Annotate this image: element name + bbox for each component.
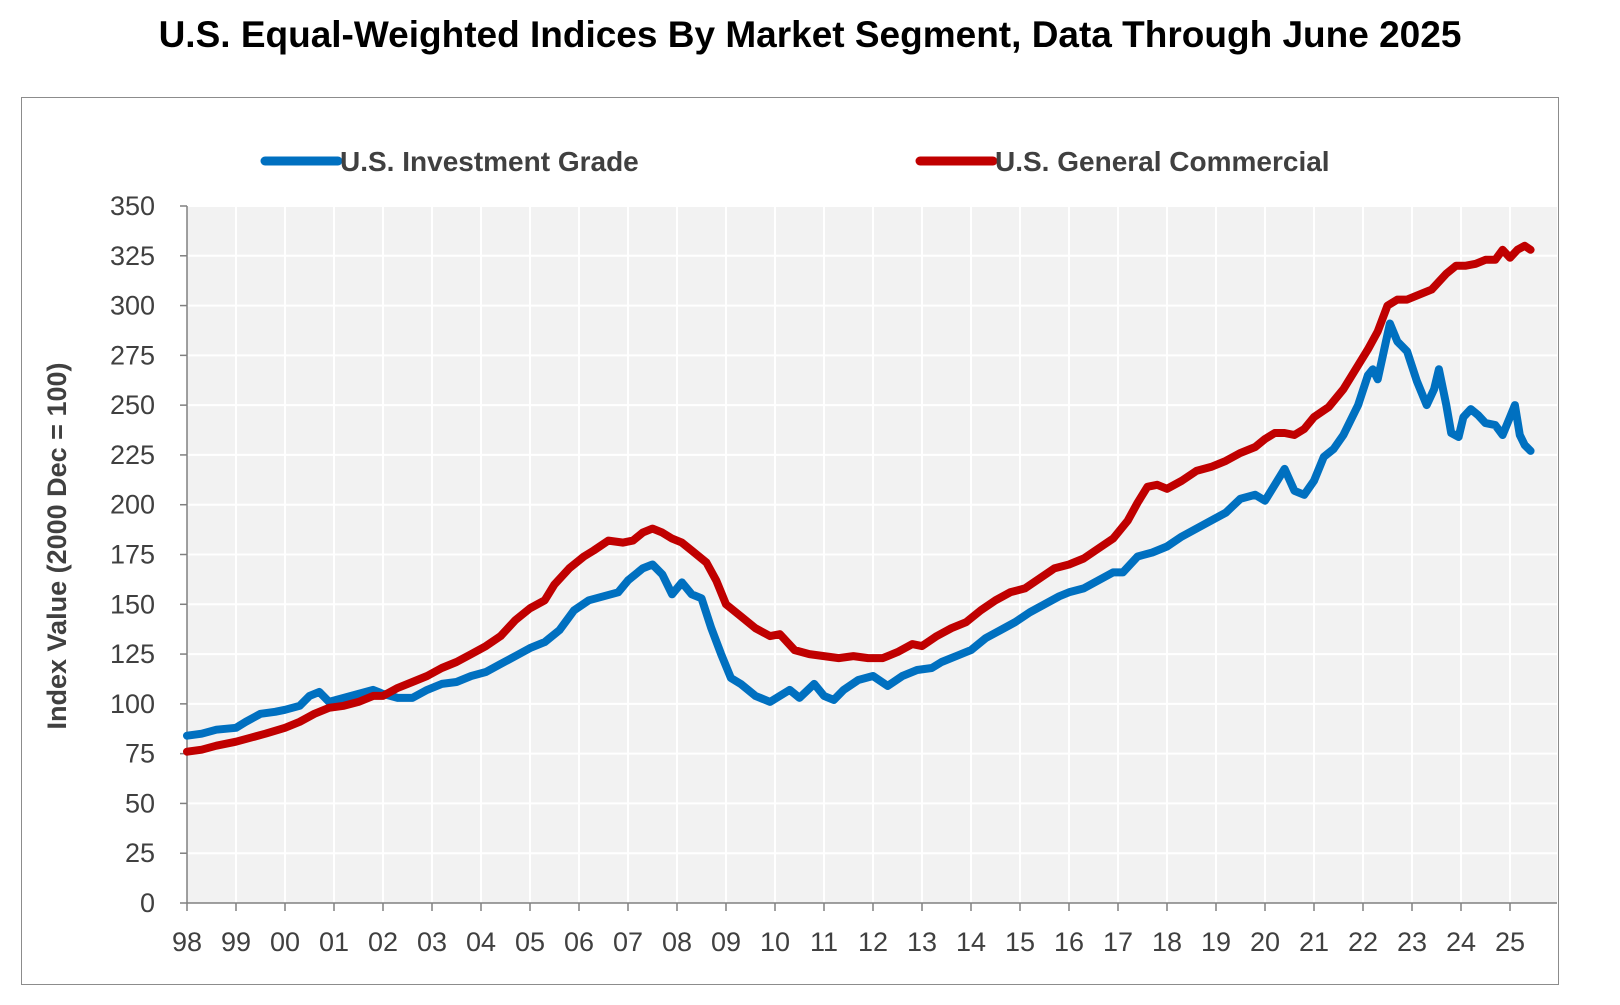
y-tick-label: 175 [110, 540, 155, 570]
y-tick-label: 25 [125, 838, 155, 868]
x-tick-label: 03 [417, 927, 447, 957]
x-tick-label: 19 [1201, 927, 1231, 957]
x-tick-label: 10 [760, 927, 790, 957]
x-tick-label: 17 [1103, 927, 1133, 957]
x-tick-label: 00 [270, 927, 300, 957]
series-line-investment-grade [183, 319, 1535, 740]
chart-frame [21, 97, 1559, 985]
x-tick-label: 09 [711, 927, 741, 957]
legend-label-investment-grade: U.S. Investment Grade [340, 146, 639, 177]
y-tick-label: 300 [110, 291, 155, 321]
x-tick-label: 15 [1005, 927, 1035, 957]
y-tick-label: 275 [110, 340, 155, 370]
x-tick-label: 25 [1495, 927, 1525, 957]
x-tick-label: 06 [564, 927, 594, 957]
x-tick-label: 05 [515, 927, 545, 957]
x-tick-label: 14 [956, 927, 986, 957]
grid-group [187, 205, 1557, 903]
y-tick-label: 200 [110, 490, 155, 520]
chart-title: U.S. Equal-Weighted Indices By Market Se… [158, 14, 1462, 55]
y-tick-label: 325 [110, 241, 155, 271]
x-tick-label: 11 [810, 927, 838, 957]
y-tick-label: 350 [110, 191, 155, 221]
x-tick-label: 04 [466, 927, 496, 957]
x-tick-label: 23 [1397, 927, 1427, 957]
x-tick-label: 13 [907, 927, 937, 957]
legend-label-general-commercial: U.S. General Commercial [995, 146, 1330, 177]
x-tick-label: 24 [1446, 927, 1476, 957]
y-tick-label: 50 [125, 788, 155, 818]
y-tick-label: 225 [110, 440, 155, 470]
axis-group: 0255075100125150175200225250275300325350… [110, 191, 1557, 957]
x-tick-label: 20 [1250, 927, 1280, 957]
y-axis-label: Index Value (2000 Dec = 100) [42, 363, 72, 730]
legend: U.S. Investment Grade U.S. General Comme… [260, 146, 1330, 177]
x-tick-label: 02 [368, 927, 398, 957]
series-group [183, 241, 1535, 756]
x-tick-label: 99 [221, 927, 251, 957]
y-tick-label: 0 [140, 888, 155, 918]
y-tick-label: 250 [110, 390, 155, 420]
x-tick-label: 01 [319, 927, 349, 957]
x-tick-label: 08 [662, 927, 692, 957]
x-tick-label: 98 [172, 927, 202, 957]
x-tick-label: 18 [1152, 927, 1182, 957]
series-line-general-commercial [183, 241, 1535, 756]
x-tick-label: 07 [613, 927, 643, 957]
x-tick-label: 21 [1299, 927, 1329, 957]
y-tick-label: 75 [125, 739, 155, 769]
y-tick-label: 100 [110, 689, 155, 719]
x-tick-label: 12 [858, 927, 888, 957]
x-tick-label: 16 [1054, 927, 1084, 957]
y-tick-label: 125 [110, 639, 155, 669]
y-tick-label: 150 [110, 589, 155, 619]
x-tick-label: 22 [1348, 927, 1378, 957]
